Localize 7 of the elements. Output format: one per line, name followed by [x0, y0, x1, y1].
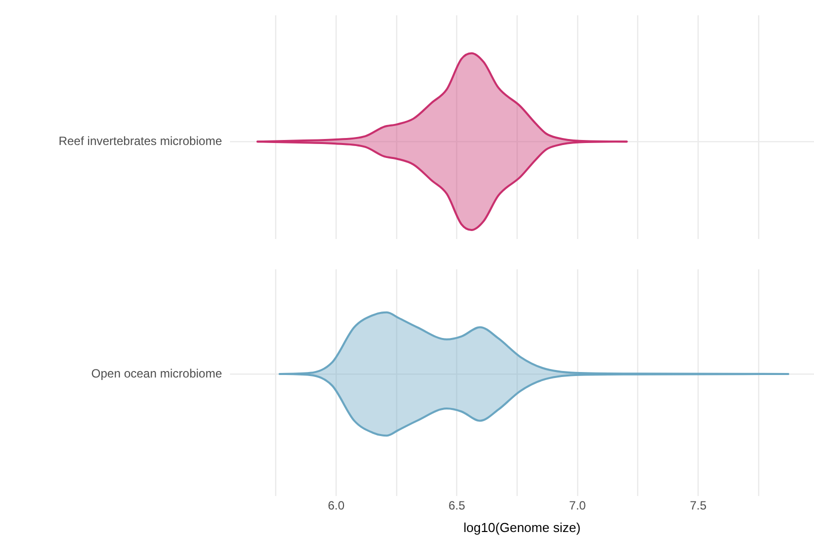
text: Open ocean microbiome: [91, 366, 222, 380]
x-tick-label: 6.5: [448, 498, 466, 513]
x-axis-title: log10(Genome size): [463, 520, 581, 535]
x-tick-label: 7.5: [690, 498, 707, 513]
text: Reef invertebrates microbiome: [58, 134, 222, 148]
x-tick-label: 7.0: [569, 498, 586, 513]
x-tick-label: 6.0: [328, 498, 345, 513]
